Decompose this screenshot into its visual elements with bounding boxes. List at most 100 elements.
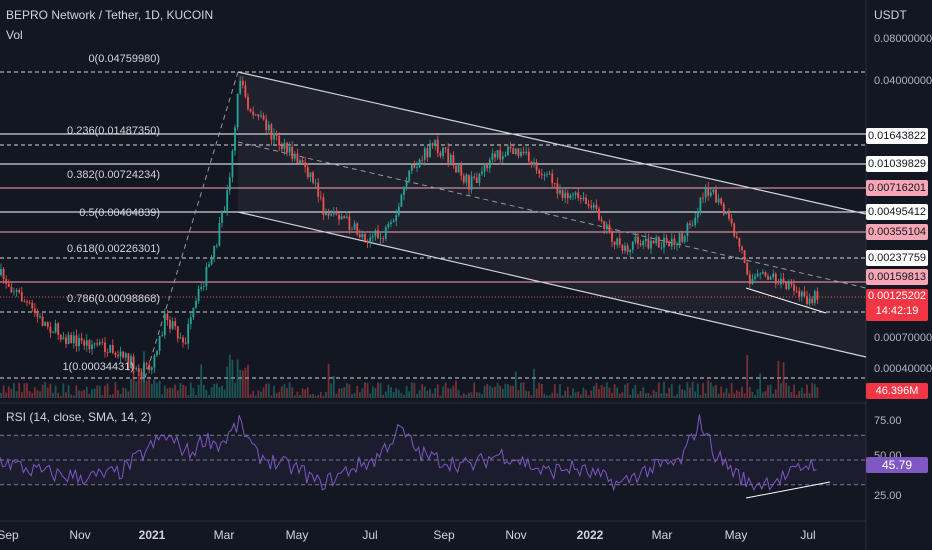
candle-body: [501, 156, 504, 160]
candle-body: [650, 240, 652, 249]
candle-body: [364, 234, 366, 241]
volume-bar: [418, 390, 421, 398]
candle-body: [475, 177, 478, 183]
wedge-lower-line: [745, 287, 827, 314]
candle-body: [171, 321, 174, 329]
volume-bar: [296, 391, 299, 398]
candle-body: [715, 189, 717, 203]
volume-bar: [702, 383, 704, 398]
candle-body: [114, 352, 117, 356]
candle-body: [153, 355, 156, 368]
candle-body: [405, 181, 408, 187]
candle-body: [600, 219, 603, 222]
candle-body: [306, 167, 309, 178]
candle-body: [192, 307, 195, 318]
candle-body: [444, 147, 447, 149]
volume-bar: [600, 384, 603, 398]
symbol-title: BEPRO Network / Tether, 1D, KUCOIN: [6, 8, 214, 22]
current-price-box: 0.00125202 14:42:19: [866, 289, 928, 321]
volume-bar: [127, 391, 130, 398]
volume-bar: [390, 387, 392, 398]
candle-body: [182, 337, 184, 343]
candle-body: [382, 238, 385, 239]
volume-bar: [244, 367, 247, 398]
volume-bar: [67, 385, 70, 398]
candle-body: [93, 343, 96, 345]
candle-body: [332, 211, 335, 215]
candle-body: [197, 288, 200, 301]
candle-body: [572, 194, 574, 196]
candle-body: [787, 282, 790, 289]
volume-bar: [813, 384, 816, 398]
volume-bar: [293, 395, 296, 398]
candle-body: [642, 241, 645, 246]
volume-bar: [101, 394, 104, 398]
rsi-tick: 75.00: [874, 415, 902, 427]
candle-body: [556, 183, 559, 194]
candle-body: [782, 278, 785, 283]
volume-bar: [111, 394, 114, 398]
volume-bar: [382, 394, 385, 398]
volume-bar: [306, 387, 309, 398]
candle-body: [533, 161, 535, 165]
candle-body: [91, 344, 93, 350]
candle-body: [722, 203, 725, 215]
candle-body: [462, 175, 465, 183]
candle-body: [795, 290, 798, 292]
candle-body: [143, 363, 145, 377]
candle-body: [655, 237, 658, 244]
volume-bar: [104, 385, 106, 398]
candle-body: [743, 250, 746, 263]
candle-body: [481, 171, 483, 174]
candle-body: [267, 124, 270, 131]
candle-body: [725, 212, 728, 215]
volume-bar: [262, 387, 265, 398]
volume-bar: [629, 394, 632, 398]
volume-bar: [75, 385, 78, 398]
candle-body: [621, 244, 624, 251]
candle-body: [694, 217, 697, 225]
candle-body: [122, 351, 125, 358]
volume-bar: [618, 393, 621, 398]
candle-body: [598, 208, 600, 220]
volume-bar: [525, 390, 528, 398]
candle-body: [816, 291, 819, 300]
candle-body: [273, 133, 275, 140]
candle-body: [455, 165, 457, 173]
candle-body: [540, 173, 543, 176]
volume-bar: [231, 359, 234, 398]
volume-bar: [249, 394, 252, 398]
candle-body: [80, 337, 83, 341]
candle-body: [41, 316, 44, 326]
candle-body: [156, 350, 158, 356]
rsi-trend-line: [745, 481, 831, 499]
candle-body: [413, 164, 416, 168]
volume-bar: [616, 387, 619, 398]
volume-indicator-label: Vol: [6, 28, 23, 42]
volume-bar: [169, 387, 171, 398]
volume-bar: [85, 387, 88, 398]
volume-bar: [725, 388, 728, 398]
volume-bar: [720, 386, 723, 398]
candle-body: [314, 182, 317, 184]
candle-body: [738, 237, 741, 247]
candle-body: [231, 150, 234, 178]
volume-bar: [187, 395, 190, 398]
candle-body: [676, 244, 678, 246]
volume-bar: [777, 360, 780, 398]
volume-bar: [517, 390, 520, 398]
volume-bar: [652, 389, 655, 398]
volume-bar: [426, 390, 429, 398]
candle-body: [665, 237, 668, 243]
volume-bar: [798, 391, 801, 398]
volume-bar: [611, 392, 613, 398]
candle-body: [548, 173, 551, 175]
channel-bottom-line: [237, 211, 867, 358]
candle-body: [806, 296, 808, 305]
candle-body: [234, 127, 236, 151]
candle-body: [150, 367, 153, 371]
volume-bar: [0, 393, 2, 398]
candle-body: [514, 148, 517, 155]
candle-body: [683, 236, 686, 242]
